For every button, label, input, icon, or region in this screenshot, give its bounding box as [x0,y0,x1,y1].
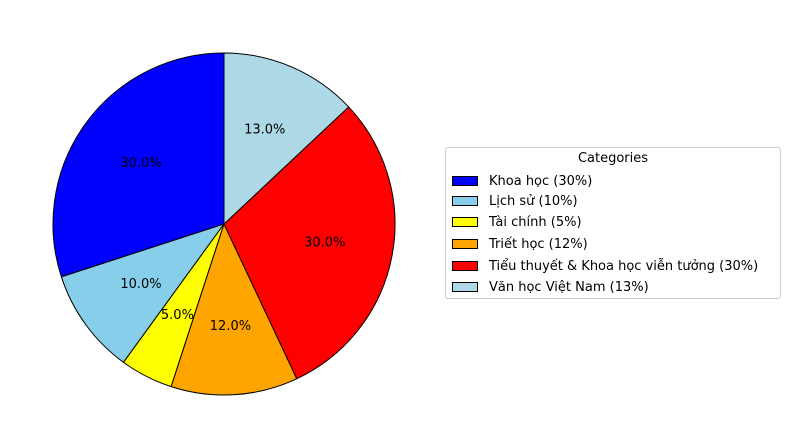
legend: Categories Khoa học (30%) Lịch sử (10%) … [445,147,781,299]
pct-label-tieu-thuyet: 30.0% [304,236,345,251]
legend-label: Văn học Việt Nam (13%) [489,279,649,295]
pct-label-khoa-hoc: 30.0% [120,156,161,171]
legend-swatch [452,282,478,292]
legend-item-tieu-thuyet: Tiểu thuyết & Khoa học viễn tưởng (30%) [452,257,758,275]
legend-item-tai-chinh: Tài chính (5%) [452,213,582,231]
legend-title: Categories [577,151,649,166]
legend-label: Tài chính (5%) [489,214,582,230]
legend-item-van-hoc-viet-nam: Văn học Việt Nam (13%) [452,278,649,296]
legend-swatch [452,261,478,271]
legend-item-lich-su: Lịch sử (10%) [452,192,578,210]
pct-label-tai-chinh: 5.0% [161,308,194,323]
pie-slice-khoa-hoc [52,52,225,278]
pie-slice-lich-su [60,223,225,363]
legend-swatch [452,217,478,227]
legend-label: Khoa học (30%) [489,173,593,189]
legend-swatch [452,196,478,206]
pct-label-van-hoc-viet-nam: 13.0% [244,122,285,137]
legend-swatch [452,239,478,249]
legend-label: Tiểu thuyết & Khoa học viễn tưởng (30%) [489,258,759,274]
legend-label: Lịch sử (10%) [489,193,578,209]
pct-label-lich-su: 10.0% [120,277,161,292]
legend-item-triet-hoc: Triết học (12%) [452,235,588,253]
pie-slice-triet-hoc [170,223,298,396]
legend-label: Triết học (12%) [489,236,588,252]
pie-slice-tieu-thuyet [223,106,396,380]
legend-item-khoa-hoc: Khoa học (30%) [452,172,592,190]
pct-label-triet-hoc: 12.0% [210,319,251,334]
legend-swatch [452,176,478,186]
pie-slice-van-hoc-viet-nam [223,52,350,225]
